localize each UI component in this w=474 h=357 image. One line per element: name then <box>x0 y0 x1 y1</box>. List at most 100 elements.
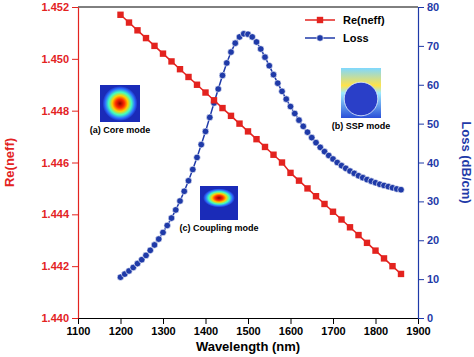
series-marker <box>270 152 276 158</box>
series-marker <box>364 240 370 246</box>
series-marker <box>181 188 188 195</box>
x-tick-mark <box>376 318 377 324</box>
y-axis-title: Re(neff) <box>2 138 17 187</box>
series-marker <box>194 154 201 161</box>
series-marker <box>287 103 294 110</box>
y2-tick: 20 <box>418 234 439 246</box>
y-tick: 1.444 <box>41 208 78 220</box>
y-tick-label: 1.442 <box>41 260 69 272</box>
y-axis-line <box>78 8 79 319</box>
y2-tick: 0 <box>418 312 433 324</box>
series-line <box>121 15 402 274</box>
series-marker <box>164 222 171 229</box>
mode-field <box>103 86 138 121</box>
series-marker <box>279 88 286 95</box>
legend-marker <box>317 35 324 42</box>
x-axis: 110012001300140015001600170018001900 <box>67 318 431 337</box>
legend-marker <box>317 17 323 23</box>
y2-tick: 60 <box>418 79 439 91</box>
mode-field <box>344 82 378 116</box>
y2-tick-label: 10 <box>427 273 439 285</box>
series-marker <box>202 128 209 135</box>
series-marker <box>215 86 222 93</box>
y-tick-mark <box>72 111 78 112</box>
y2-tick-label: 70 <box>427 40 439 52</box>
series-marker <box>202 89 208 95</box>
y2-tick-label: 40 <box>427 157 439 169</box>
series-marker <box>257 46 264 53</box>
series-marker <box>151 43 157 49</box>
series-marker <box>372 247 378 253</box>
series-marker <box>381 255 387 261</box>
series-marker <box>219 72 226 79</box>
series-marker <box>245 128 251 134</box>
series-marker <box>223 60 230 67</box>
y-tick: 1.440 <box>41 312 78 324</box>
y2-tick-mark <box>418 7 424 8</box>
y2-tick-mark <box>418 46 424 47</box>
series-marker <box>185 177 192 184</box>
series-marker <box>279 159 285 165</box>
y-axis: 1.4401.4421.4441.4461.4481.4501.452 <box>41 1 78 324</box>
series-marker <box>126 19 132 25</box>
y2-tick-mark <box>418 279 424 280</box>
x-tick-mark <box>121 318 122 324</box>
y2-tick: 30 <box>418 195 439 207</box>
y2-tick-label: 80 <box>427 1 439 13</box>
x-tick-label: 1800 <box>364 325 388 337</box>
chart: 1100120013001400150016001700180019001.44… <box>0 0 474 357</box>
mode-bg <box>341 68 381 118</box>
y-tick-label: 1.452 <box>41 1 69 13</box>
x-tick-mark <box>206 318 207 324</box>
series-marker <box>168 215 175 222</box>
series-marker <box>266 62 273 69</box>
y2-tick-label: 0 <box>427 312 433 324</box>
y2-tick: 40 <box>418 157 439 169</box>
series-marker <box>304 185 310 191</box>
series-marker <box>296 177 302 183</box>
y-tick: 1.450 <box>41 53 78 65</box>
x-tick: 1200 <box>109 318 133 337</box>
series-marker <box>155 236 162 243</box>
series-marker <box>211 97 217 103</box>
series-marker <box>194 82 200 88</box>
series-marker <box>347 224 353 230</box>
plot-area <box>117 12 404 281</box>
y2-tick-label: 50 <box>427 118 439 130</box>
series-marker <box>355 232 361 238</box>
annotation: (a) Core mode <box>90 125 151 135</box>
x-tick-label: 1700 <box>321 325 345 337</box>
y-tick-label: 1.450 <box>41 53 69 65</box>
series-marker <box>313 193 319 199</box>
y2-tick-label: 30 <box>427 195 439 207</box>
legend: Re(neff)Loss <box>305 14 385 44</box>
series-marker <box>160 50 166 56</box>
annotation: (b) SSP mode <box>332 121 390 131</box>
x-tick-label: 1400 <box>194 325 218 337</box>
series-marker <box>160 229 167 236</box>
series-marker <box>389 263 395 269</box>
series-marker <box>151 242 158 249</box>
y2-tick: 70 <box>418 40 439 52</box>
y-tick-mark <box>72 59 78 60</box>
mode-image <box>341 68 381 118</box>
series-marker <box>198 141 205 148</box>
series-marker <box>262 54 269 61</box>
mode-bg <box>200 186 238 220</box>
legend-label: Re(neff) <box>343 14 385 26</box>
y2-tick-mark <box>418 163 424 164</box>
x-tick-label: 1600 <box>279 325 303 337</box>
insets: (a) Core mode(b) SSP mode(c) Coupling mo… <box>90 68 390 233</box>
series-marker <box>172 207 179 214</box>
y2-tick-mark <box>418 201 424 202</box>
y-tick: 1.448 <box>41 105 78 117</box>
series-marker <box>232 40 239 47</box>
x-tick: 1700 <box>321 318 345 337</box>
series-marker <box>185 74 191 80</box>
y2-tick-mark <box>418 240 424 241</box>
frame <box>78 7 418 8</box>
series-marker <box>338 216 344 222</box>
y2-tick-label: 60 <box>427 79 439 91</box>
series-marker <box>219 105 225 111</box>
x-tick-label: 1100 <box>67 325 91 337</box>
